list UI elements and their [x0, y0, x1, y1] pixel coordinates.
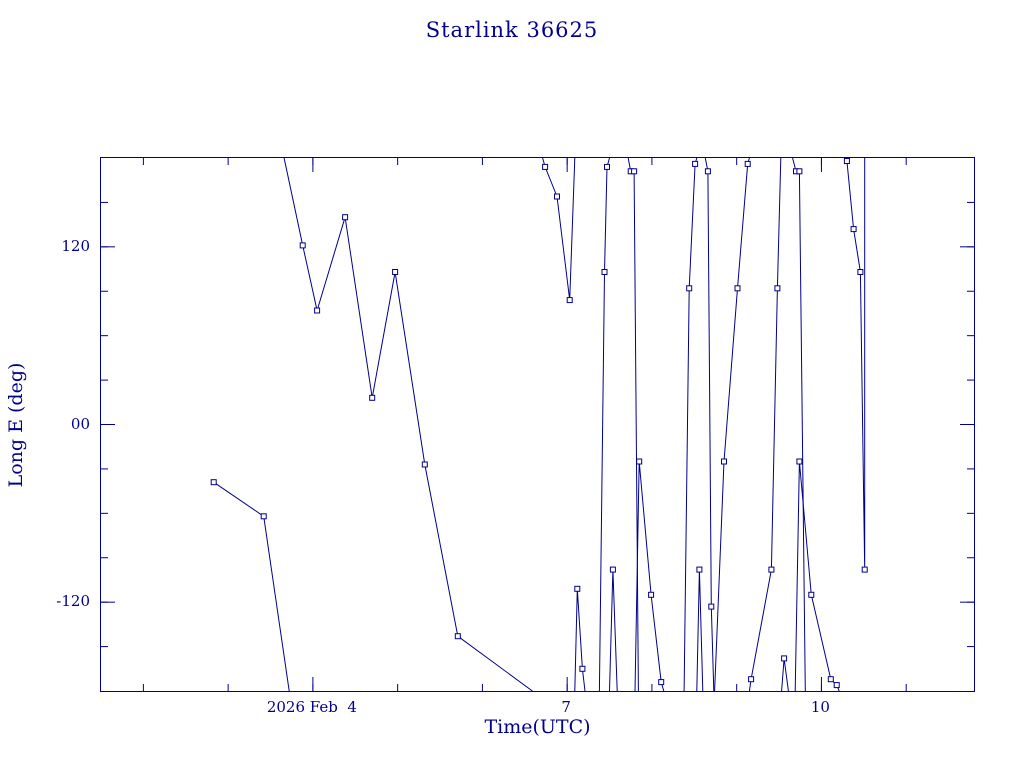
data-point-marker — [850, 226, 857, 233]
data-point-marker — [796, 458, 803, 465]
data-point-marker — [708, 603, 715, 610]
series-segment — [542, 158, 576, 301]
data-point-marker — [808, 591, 815, 598]
data-point-marker — [768, 566, 775, 573]
data-point-marker — [658, 679, 665, 686]
data-point-marker — [704, 168, 711, 175]
plot-area — [100, 157, 975, 692]
series-segment — [609, 569, 618, 691]
data-point-marker — [574, 585, 581, 592]
data-point-marker — [604, 163, 610, 170]
data-point-marker — [636, 458, 643, 465]
series-segment — [213, 481, 290, 691]
series-segment — [696, 569, 704, 691]
data-point-marker — [781, 655, 788, 662]
data-point-marker — [299, 242, 306, 249]
y-tick-label: 00 — [70, 414, 90, 433]
series-segment — [704, 158, 715, 691]
data-point-marker — [827, 676, 834, 683]
x-tick-label: 2026 Feb 4 — [266, 698, 357, 716]
data-point-marker — [734, 285, 741, 292]
data-point-marker — [210, 479, 217, 486]
data-point-marker — [342, 214, 349, 221]
data-point-marker — [392, 269, 399, 275]
series-segment — [843, 158, 866, 570]
data-point-markers — [210, 158, 868, 689]
series-segment — [781, 658, 789, 691]
x-axis-title: Time(UTC) — [484, 716, 591, 738]
data-point-marker — [721, 458, 727, 465]
data-point-marker — [796, 168, 803, 175]
series-segment — [574, 588, 586, 691]
data-plot-svg — [101, 158, 974, 691]
data-point-marker — [542, 163, 549, 170]
data-point-marker — [744, 160, 751, 167]
data-point-marker — [369, 394, 376, 401]
y-tick-label: -120 — [56, 592, 90, 611]
data-point-marker — [609, 566, 616, 573]
axis-ticks — [101, 158, 974, 691]
data-point-marker — [774, 285, 781, 292]
series-segment — [794, 461, 840, 691]
data-point-marker — [692, 160, 699, 167]
data-series — [213, 158, 866, 691]
x-tick-label: 7 — [561, 698, 571, 716]
series-segment — [283, 158, 533, 691]
data-point-marker — [843, 158, 850, 164]
data-point-marker — [696, 566, 703, 573]
y-tick-label: 120 — [61, 236, 90, 255]
series-segment — [598, 158, 610, 691]
data-point-marker — [554, 193, 560, 200]
data-point-marker — [631, 168, 638, 175]
data-point-marker — [648, 591, 655, 598]
x-tick-label: 10 — [810, 698, 830, 716]
series-segment — [748, 158, 782, 691]
data-point-marker — [748, 676, 755, 683]
data-point-marker — [566, 297, 573, 304]
data-point-marker — [260, 513, 267, 520]
series-segment — [634, 461, 665, 691]
data-point-marker — [421, 461, 428, 468]
chart-title: Starlink 36625 — [425, 18, 599, 42]
data-point-marker — [857, 269, 864, 275]
data-point-marker — [454, 633, 461, 640]
data-point-marker — [579, 665, 586, 672]
data-point-marker — [833, 682, 840, 689]
data-point-marker — [686, 285, 693, 292]
data-point-marker — [861, 566, 868, 573]
series-segment — [683, 158, 698, 691]
series-segment — [714, 158, 750, 691]
data-point-marker — [314, 307, 321, 314]
series-segment — [792, 158, 806, 691]
data-point-marker — [601, 269, 608, 275]
